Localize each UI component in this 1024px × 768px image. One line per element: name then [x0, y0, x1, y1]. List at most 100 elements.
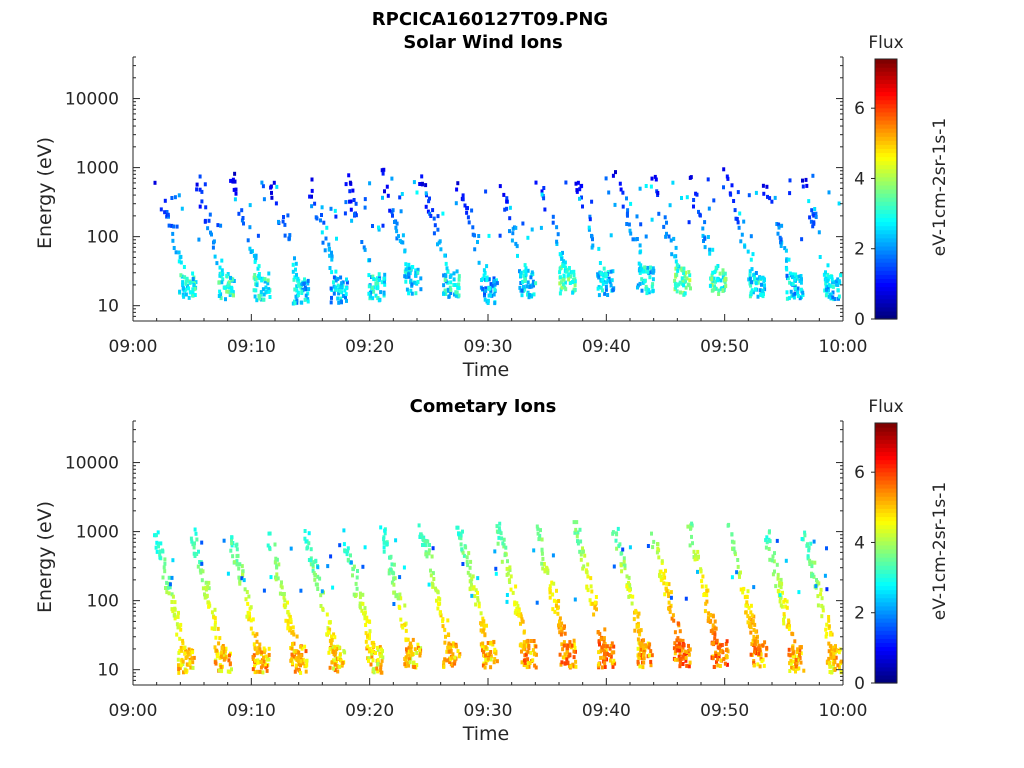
heatmap-cell: [760, 282, 763, 287]
heatmap-cell: [191, 290, 195, 295]
heatmap-cell: [813, 207, 817, 211]
heatmap-cell: [424, 550, 428, 555]
heatmap-cell: [621, 190, 625, 195]
heatmap-cell: [564, 180, 568, 185]
heatmap-cell: [608, 646, 612, 651]
heatmap-cell: [638, 664, 642, 669]
heatmap-cell: [804, 177, 808, 182]
heatmap-cell: [559, 632, 563, 637]
heatmap-cell: [481, 641, 485, 646]
heatmap-cell: [230, 667, 233, 672]
heatmap-cell: [650, 531, 653, 536]
heatmap-cell: [220, 280, 224, 285]
heatmap-cell: [688, 660, 692, 665]
heatmap-cell: [689, 525, 693, 530]
heatmap-cell: [282, 595, 286, 600]
heatmap-cell: [799, 274, 803, 278]
heatmap-cell: [706, 618, 710, 623]
heatmap-cell: [509, 587, 513, 592]
heatmap-cell: [168, 582, 172, 587]
heatmap-cell: [442, 660, 446, 665]
heatmap-cell: [839, 659, 843, 664]
heatmap-cell: [558, 652, 562, 657]
heatmap-cell: [323, 248, 327, 253]
heatmap-cell: [393, 576, 397, 581]
heatmap-cell: [799, 287, 803, 292]
heatmap-cell: [784, 248, 788, 253]
heatmap-cell: [255, 276, 258, 281]
heatmap-cell: [333, 635, 337, 640]
heatmap-cell: [329, 554, 333, 559]
heatmap-cell: [193, 293, 197, 297]
heatmap-cell: [394, 225, 398, 230]
heatmap-cell: [665, 581, 669, 586]
heatmap-cell: [707, 206, 711, 211]
heatmap-cell: [611, 173, 615, 178]
heatmap-cell: [290, 646, 294, 651]
heatmap-cell: [527, 293, 531, 297]
heatmap-cell: [683, 649, 687, 654]
heatmap-cell: [829, 644, 833, 649]
heatmap-cell: [759, 656, 763, 661]
heatmap-cell: [674, 643, 678, 648]
heatmap-cell: [184, 668, 188, 673]
colorbar-band: [875, 674, 897, 680]
heatmap-cell: [636, 285, 639, 290]
heatmap-cell: [609, 269, 613, 274]
heatmap-cell: [601, 288, 604, 293]
heatmap-cell: [611, 664, 615, 669]
heatmap-cell: [350, 218, 354, 223]
colorbar-band: [875, 532, 897, 538]
heatmap-cell: [217, 668, 221, 673]
heatmap-cell: [286, 626, 290, 631]
heatmap-cell: [553, 609, 557, 614]
heatmap-cell: [320, 589, 324, 594]
heatmap-cell: [648, 270, 652, 275]
heatmap-cell: [260, 650, 264, 655]
heatmap-cell: [362, 245, 366, 250]
heatmap-cell: [803, 533, 807, 538]
heatmap-cell: [738, 574, 741, 579]
colorbar-band: [875, 585, 897, 591]
heatmap-cell: [439, 247, 443, 252]
heatmap-cell: [172, 613, 176, 618]
heatmap-cell: [405, 287, 409, 292]
heatmap-cell: [530, 227, 534, 232]
heatmap-cell: [612, 564, 616, 569]
heatmap-cell: [793, 291, 797, 296]
heatmap-cell: [742, 219, 746, 224]
heatmap-cell: [650, 653, 654, 658]
heatmap-cell: [240, 564, 244, 569]
panel-title: Solar Wind Ions: [403, 32, 562, 53]
heatmap-cell: [535, 524, 539, 529]
heatmap-cell: [657, 555, 661, 560]
heatmap-cell: [404, 279, 408, 284]
heatmap-cell: [645, 291, 649, 296]
heatmap-cell: [154, 533, 158, 538]
heatmap-cell: [765, 645, 769, 650]
heatmap-cell: [551, 592, 555, 597]
heatmap-cell: [420, 174, 424, 179]
heatmap-cell: [251, 617, 255, 622]
heatmap-cell: [256, 266, 260, 271]
heatmap-cell: [578, 549, 582, 554]
heatmap-cell: [644, 287, 648, 292]
heatmap-cell: [673, 630, 677, 635]
heatmap-cell: [752, 628, 756, 632]
heatmap-cell: [749, 630, 753, 635]
heatmap-cell: [713, 636, 717, 641]
heatmap-cell: [188, 661, 192, 666]
heatmap-cell: [476, 576, 480, 581]
heatmap-cell: [193, 554, 197, 558]
heatmap-cell: [456, 649, 460, 654]
heatmap-cell: [217, 294, 221, 298]
heatmap-cell: [753, 639, 757, 644]
heatmap-cell: [560, 660, 564, 665]
heatmap-cell: [367, 273, 371, 278]
heatmap-cell: [833, 660, 837, 665]
heatmap-cell: [349, 199, 353, 204]
heatmap-cell: [826, 272, 830, 277]
heatmap-cell: [262, 197, 266, 202]
heatmap-cell: [306, 297, 310, 302]
